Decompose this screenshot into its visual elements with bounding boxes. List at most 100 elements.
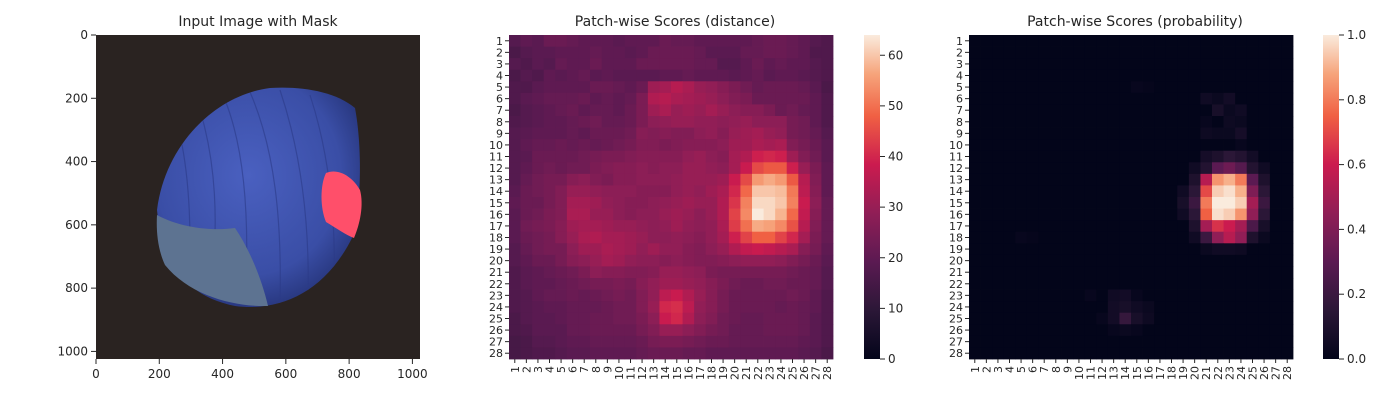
distance-cell: [705, 208, 718, 221]
probability-cell: [1061, 150, 1074, 163]
probability-cell: [1026, 69, 1039, 82]
distance-cell: [520, 254, 533, 267]
probability-cell: [1050, 127, 1062, 140]
distance-cell: [821, 347, 834, 360]
probability-cell: [1084, 81, 1097, 94]
probability-cell: [1142, 289, 1155, 302]
probability-cell: [1281, 278, 1294, 290]
distance-cell: [763, 92, 776, 105]
distance-cell: [728, 173, 741, 186]
distance-cell: [555, 254, 568, 267]
probability-cell: [1200, 231, 1213, 244]
probability-cell: [1212, 301, 1224, 314]
distance-cell: [786, 162, 799, 175]
distance-cell: [601, 208, 614, 221]
probability-cell: [1281, 324, 1294, 337]
distance-cell: [694, 173, 707, 186]
probability-cell: [1050, 81, 1062, 94]
distance-cell: [601, 35, 614, 47]
probability-cell: [1026, 301, 1039, 314]
probability-xtick-label: 19: [1177, 366, 1190, 380]
probability-cell: [1281, 92, 1294, 105]
probability-cell: [1096, 173, 1109, 186]
probability-cell: [1038, 324, 1051, 337]
probability-cell: [1258, 127, 1271, 140]
distance-cell: [694, 139, 707, 152]
distance-cell: [590, 208, 602, 221]
distance-cell: [636, 46, 649, 59]
probability-xtick-label: 28: [1281, 366, 1294, 380]
distance-cell: [601, 231, 614, 244]
probability-cell: [1107, 46, 1120, 59]
distance-cell: [578, 139, 591, 152]
probability-cell: [1061, 324, 1074, 337]
probability-cell: [1165, 254, 1178, 267]
probability-cell: [1131, 312, 1143, 325]
distance-cell: [786, 150, 799, 163]
probability-cell: [1084, 335, 1097, 348]
distance-xtick-label: 2: [520, 366, 533, 373]
distance-cell: [740, 58, 753, 71]
distance-cell: [578, 69, 591, 82]
distance-cell: [717, 92, 730, 105]
probability-cell: [1269, 92, 1282, 105]
probability-cell: [1235, 266, 1248, 279]
probability-cell: [992, 104, 1005, 117]
probability-cell: [1026, 220, 1039, 233]
distance-cell: [543, 127, 556, 140]
probability-cell: [1177, 335, 1190, 348]
probability-cell: [1281, 347, 1294, 360]
distance-cell: [532, 301, 545, 314]
probability-cell: [1061, 347, 1074, 360]
distance-cell: [694, 162, 707, 175]
probability-cell: [1003, 58, 1016, 71]
distance-cell: [798, 335, 811, 348]
probability-cell: [1269, 162, 1282, 175]
distance-cell: [671, 35, 683, 47]
distance-cell: [763, 254, 776, 267]
distance-cell: [566, 289, 579, 302]
distance-cell: [798, 220, 811, 233]
probability-cell: [1119, 139, 1132, 152]
distance-cell: [682, 185, 695, 198]
probability-cell: [1258, 208, 1271, 221]
distance-cell: [809, 139, 822, 152]
distance-cell: [821, 243, 834, 256]
distance-cell: [752, 35, 764, 47]
distance-cell: [520, 278, 533, 290]
distance-cell: [705, 116, 718, 128]
probability-colorbar-tick-label: 0.8: [1347, 93, 1366, 107]
probability-cell: [1212, 335, 1224, 348]
probability-ytick-label: 15: [949, 197, 963, 210]
distance-cell: [786, 92, 799, 105]
distance-cell: [809, 301, 822, 314]
probability-cell: [1212, 46, 1224, 59]
probability-cell: [1131, 185, 1143, 198]
probability-cell: [1038, 197, 1051, 209]
distance-cell: [509, 243, 521, 256]
distance-cell: [613, 335, 626, 348]
probability-cell: [1142, 162, 1155, 175]
probability-cell: [1131, 208, 1143, 221]
probability-cell: [1200, 243, 1213, 256]
distance-cell: [578, 173, 591, 186]
distance-cell: [671, 243, 683, 256]
distance-cell: [659, 324, 672, 337]
probability-cell: [1165, 104, 1178, 117]
probability-cell: [969, 254, 981, 267]
distance-cell: [566, 92, 579, 105]
probability-cell: [980, 139, 993, 152]
probability-cell: [1050, 139, 1062, 152]
distance-cell: [671, 69, 683, 82]
distance-cell: [671, 116, 683, 128]
distance-cell: [775, 208, 788, 221]
probability-cell: [1003, 127, 1016, 140]
panel1-xtick-label: 800: [338, 367, 361, 381]
probability-cell: [1154, 197, 1167, 209]
distance-cell: [509, 312, 521, 325]
distance-cell: [590, 278, 602, 290]
probability-cell: [1269, 266, 1282, 279]
distance-cell: [798, 139, 811, 152]
distance-cell: [520, 162, 533, 175]
probability-xtick-label: 12: [1096, 366, 1109, 380]
